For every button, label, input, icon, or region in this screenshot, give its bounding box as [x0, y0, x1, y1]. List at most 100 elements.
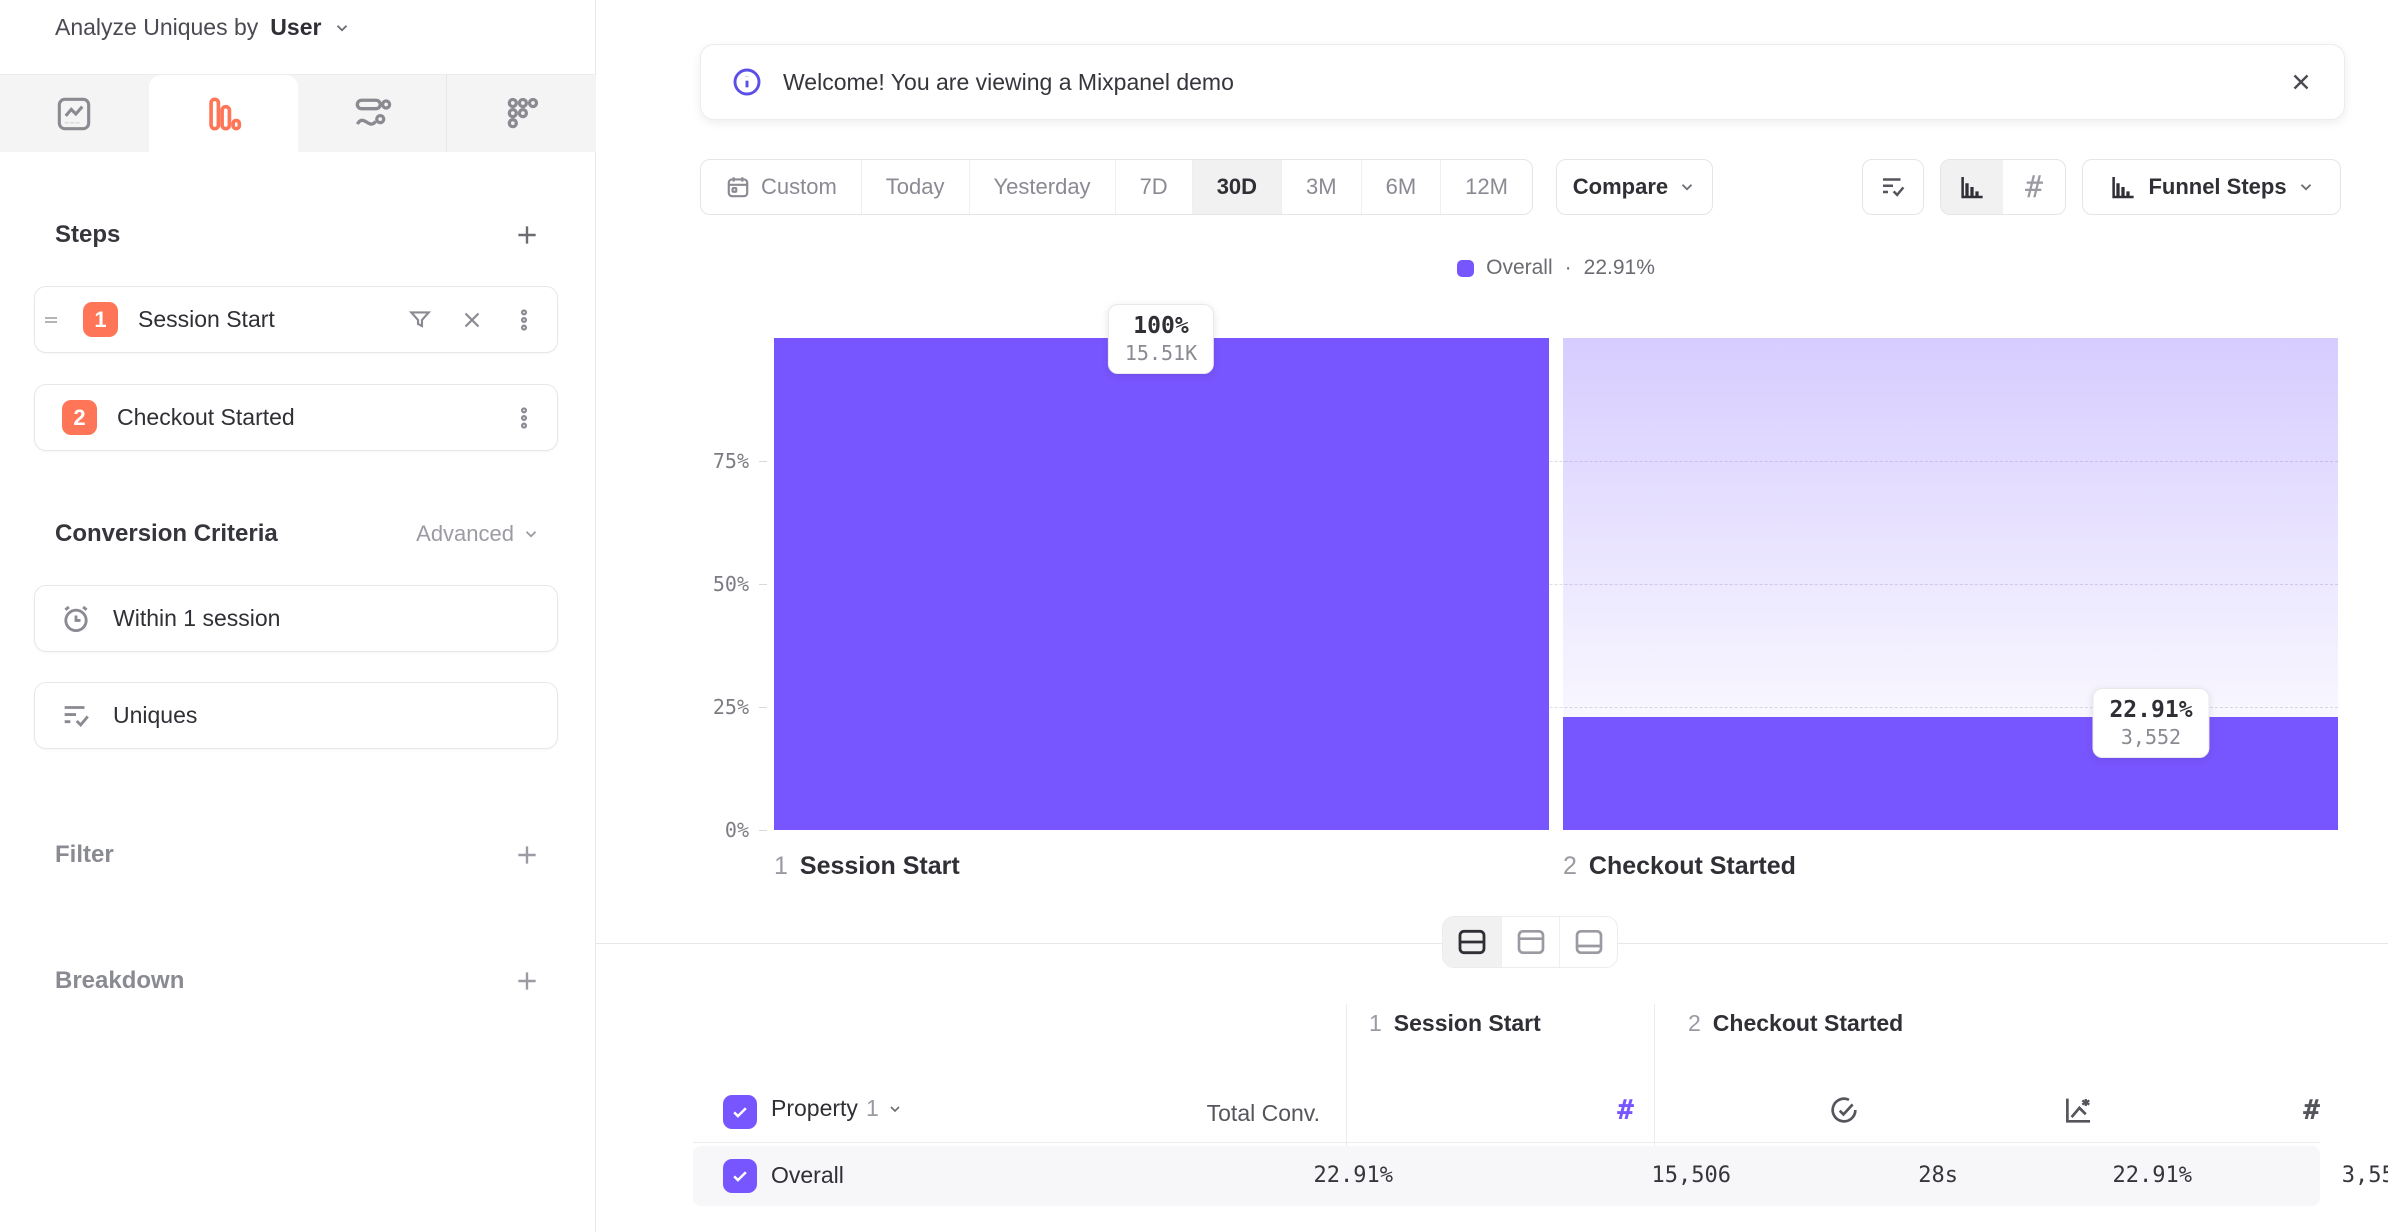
conversion-window-value[interactable]: Within 1 session	[113, 605, 281, 631]
step-event-name[interactable]: Session Start	[138, 306, 275, 332]
y-tick-mark	[759, 830, 767, 831]
filter-title: Filter	[55, 841, 114, 868]
step-number-badge: 1	[83, 302, 118, 337]
date-range-6m[interactable]: 6M	[1360, 160, 1441, 214]
funnel-steps-dropdown[interactable]: Funnel Steps	[2082, 159, 2341, 215]
date-range-control: Custom Today Yesterday 7D 30D 3M 6M 12M	[700, 159, 1533, 215]
date-range-yesterday[interactable]: Yesterday	[968, 160, 1115, 214]
funnel-bar-checkout-started[interactable]	[1563, 338, 2338, 830]
table-only-view-button[interactable]	[1559, 917, 1617, 967]
add-filter-button[interactable]	[514, 842, 540, 868]
step-card-2[interactable]: 2 Checkout Started	[34, 384, 558, 451]
uniques-count-column-header[interactable]: #	[1434, 1093, 1634, 1126]
funnel-bars-icon	[209, 97, 242, 130]
chart-legend[interactable]: Overall · 22.91%	[774, 256, 2338, 280]
funnel-chart	[774, 338, 2338, 830]
date-range-custom[interactable]: Custom	[701, 160, 861, 214]
conversion-criteria-header: Conversion Criteria Advanced	[55, 511, 540, 557]
conversion-rate-column-header[interactable]	[1895, 1093, 2095, 1127]
total-conv-header[interactable]: Total Conv.	[1206, 1100, 1320, 1126]
top-panel-icon	[1517, 930, 1544, 954]
split-view-button[interactable]	[1443, 917, 1501, 967]
row-checkbox[interactable]	[723, 1159, 757, 1193]
analyze-uniques-header: Analyze Uniques by User	[55, 14, 351, 41]
y-tick-label: 0%	[724, 818, 749, 842]
cell-conversion-rate: 22.91%	[2112, 1163, 2192, 1188]
chevron-down-icon[interactable]	[333, 19, 351, 37]
avg-time-column-header[interactable]	[1661, 1093, 1861, 1127]
legend-separator: ·	[1564, 256, 1572, 279]
x-label-checkout-started: 2 Checkout Started	[1563, 852, 1796, 880]
bar-value-badge-1: 100% 15.51K	[1107, 304, 1215, 374]
converted-count-column-header[interactable]: #	[2120, 1093, 2320, 1126]
funnel-bar-session-start[interactable]	[774, 338, 1549, 830]
split-view-icon	[1458, 929, 1486, 955]
clock-check-icon	[1831, 1097, 1857, 1123]
tab-retention[interactable]	[446, 75, 596, 152]
select-all-checkbox[interactable]	[723, 1095, 757, 1129]
tab-insights[interactable]	[0, 75, 149, 152]
y-tick-label: 25%	[712, 695, 749, 719]
date-range-3m[interactable]: 3M	[1281, 160, 1361, 214]
date-range-7d[interactable]: 7D	[1114, 160, 1192, 214]
compare-button[interactable]: Compare	[1555, 159, 1713, 215]
y-tick-mark	[759, 461, 767, 462]
conversion-chart-icon	[2066, 1098, 2091, 1123]
flows-icon	[355, 98, 392, 126]
chevron-down-icon	[2300, 184, 2311, 191]
counting-method-card[interactable]: Uniques	[34, 682, 558, 749]
date-range-12m[interactable]: 12M	[1440, 160, 1532, 214]
breakdown-section-header: Breakdown	[55, 958, 540, 1004]
conversion-window-card[interactable]: Within 1 session	[34, 585, 558, 652]
table-row-overall[interactable]: Overall	[693, 1146, 2320, 1206]
breakdown-title: Breakdown	[55, 967, 185, 994]
kebab-menu-icon[interactable]	[511, 307, 537, 333]
tab-funnels[interactable]	[148, 75, 298, 152]
check-icon	[733, 1107, 747, 1118]
advanced-dropdown[interactable]: Advanced	[416, 521, 540, 547]
bar-value-badge-2: 22.91% 3,552	[2092, 688, 2210, 758]
x-label-session-start: 1 Session Start	[774, 852, 960, 880]
funnel-chart-icon	[2112, 177, 2135, 199]
check-icon	[733, 1171, 747, 1182]
drag-handle-icon[interactable]	[43, 312, 59, 328]
value-display-toggle: #	[1940, 159, 2066, 215]
table-group-checkout-started: 2 Checkout Started	[1688, 1010, 1904, 1036]
bar-fill	[1563, 717, 2338, 830]
steps-title: Steps	[55, 221, 121, 248]
remove-step-icon[interactable]	[459, 307, 485, 333]
counting-method-value[interactable]: Uniques	[113, 702, 198, 728]
chart-only-view-button[interactable]	[1501, 917, 1559, 967]
number-view-button[interactable]: #	[2003, 160, 2065, 214]
chevron-down-icon	[1682, 184, 1693, 191]
step-card-1[interactable]: 1 Session Start	[34, 286, 558, 353]
tab-flows[interactable]	[298, 75, 447, 152]
analyze-by-selector[interactable]: User	[270, 14, 322, 40]
y-tick-label: 50%	[712, 572, 749, 596]
filter-funnel-icon[interactable]	[407, 307, 433, 333]
y-tick-mark	[759, 707, 767, 708]
report-main: Welcome! You are viewing a Mixpanel demo…	[596, 0, 2388, 1232]
column-divider	[1654, 1004, 1655, 1206]
step-event-name[interactable]: Checkout Started	[117, 404, 295, 430]
x-axis-labels: 1 Session Start 2 Checkout Started	[774, 852, 2338, 892]
close-icon[interactable]	[2288, 69, 2314, 95]
date-range-today[interactable]: Today	[860, 160, 969, 214]
funnel-chart-icon	[1961, 177, 1983, 199]
metrics-list-button[interactable]	[1862, 159, 1924, 215]
date-range-30d[interactable]: 30D	[1191, 160, 1282, 214]
add-step-button[interactable]	[514, 222, 540, 248]
panel-layout-toggle	[1442, 916, 1618, 968]
hash-icon: #	[1617, 1093, 1634, 1126]
percent-view-button[interactable]	[1941, 160, 2003, 214]
column-divider	[1346, 1004, 1347, 1206]
gridline-75	[774, 461, 2338, 462]
property-selector[interactable]: Property 1	[771, 1095, 903, 1122]
filter-section-header: Filter	[55, 832, 540, 878]
retention-grid-icon	[507, 97, 538, 128]
legend-value: 22.91%	[1583, 256, 1655, 279]
hash-icon: #	[2303, 1093, 2320, 1126]
add-breakdown-button[interactable]	[514, 968, 540, 994]
kebab-menu-icon[interactable]	[511, 405, 537, 431]
